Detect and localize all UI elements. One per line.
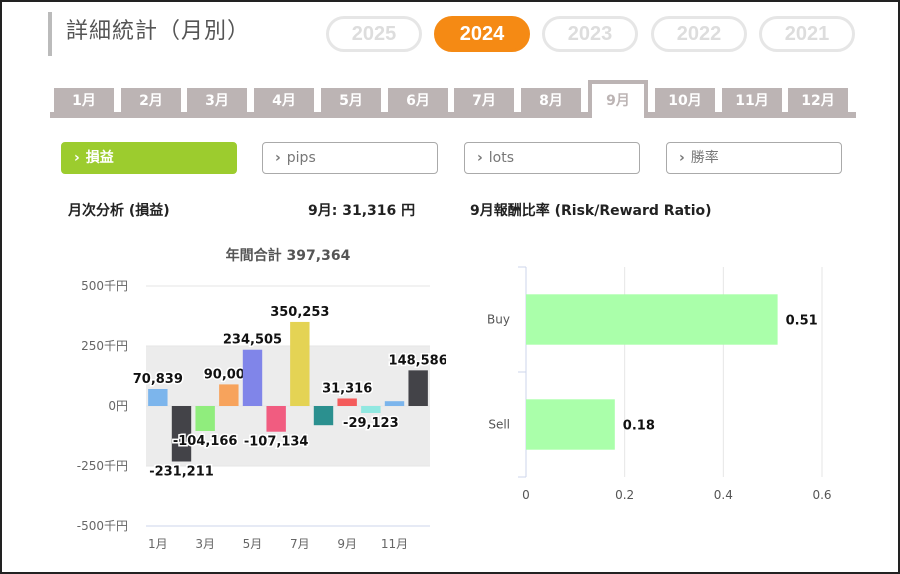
risk-reward-chart: 0 0.2 0.4 0.6 Buy 0.51 Sell 0.18 [487, 266, 832, 502]
y-tick-label: -500千円 [77, 519, 128, 533]
bar [290, 321, 310, 406]
year-pill-2023[interactable]: 2023 [542, 16, 638, 52]
x-tick-label: 11月 [381, 537, 408, 551]
x-tick-label: 0 [522, 488, 530, 502]
data-label: -29,123 [343, 416, 399, 431]
metric-tab-pips[interactable]: › pips [262, 142, 438, 174]
bar [219, 384, 239, 406]
month-tab-5[interactable]: 5月 [321, 88, 381, 114]
risk-reward-title: 9月報酬比率 (Risk/Reward Ratio) [470, 203, 712, 219]
month-tab-11[interactable]: 11月 [722, 88, 782, 114]
data-label: 350,253 [270, 305, 329, 320]
y-tick-label: 250千円 [81, 339, 128, 353]
data-label: -231,211 [149, 464, 214, 479]
bar [384, 401, 405, 406]
chart-title: 年間合計 397,364 [226, 247, 351, 264]
bar [148, 388, 168, 406]
data-label: -107,134 [244, 435, 309, 450]
y-tick-label: 500千円 [81, 279, 128, 293]
bar [526, 399, 615, 450]
data-label: 148,586 [389, 353, 446, 368]
y-tick-label: 0円 [108, 399, 128, 413]
data-label: 70,839 [133, 372, 183, 387]
month-tab-4[interactable]: 4月 [254, 88, 314, 114]
bar [408, 370, 428, 406]
year-pill-2025[interactable]: 2025 [326, 16, 422, 52]
bar [313, 406, 334, 426]
bar [526, 294, 778, 345]
monthly-summary-value: 9月: 31,316 円 [308, 203, 416, 219]
year-pill-2022[interactable]: 2022 [651, 16, 747, 52]
x-tick-label: 0.2 [615, 488, 634, 502]
data-label: -104,166 [173, 434, 238, 449]
bar [266, 406, 286, 432]
chevron-right-icon: › [74, 150, 80, 166]
x-tick-label: 0.6 [812, 488, 831, 502]
chevron-right-icon: › [275, 150, 281, 166]
month-tab-9[interactable]: 9月 [588, 80, 648, 118]
month-tab-underline [50, 112, 856, 118]
category-label: Buy [487, 313, 510, 327]
metric-tab-profit[interactable]: › 損益 [61, 142, 237, 174]
year-pill-2021[interactable]: 2021 [759, 16, 855, 52]
x-tick-label: 0.4 [714, 488, 733, 502]
month-tab-8[interactable]: 8月 [521, 88, 581, 114]
y-tick-label: -250千円 [77, 459, 128, 473]
bar [361, 406, 381, 413]
data-label: 90,000 [204, 367, 254, 382]
monthly-pnl-chart: 年間合計 397,364 500千円 250千円 0円 -250千円 -500千円 70,8… [77, 247, 446, 551]
year-pill-2024[interactable]: 2024 [434, 16, 530, 52]
chevron-right-icon: › [679, 150, 685, 166]
bar [195, 406, 215, 431]
metric-tab-label: 勝率 [690, 150, 719, 166]
chevron-right-icon: › [477, 150, 483, 166]
metric-tab-label: pips [286, 150, 316, 166]
month-tab-6[interactable]: 6月 [388, 88, 448, 114]
monthly-analysis-title: 月次分析 (損益) [68, 203, 170, 219]
metric-tab-winrate[interactable]: › 勝率 [666, 142, 842, 174]
x-tick-label: 7月 [290, 537, 310, 551]
x-tick-label: 3月 [195, 537, 215, 551]
month-tab-7[interactable]: 7月 [454, 88, 514, 114]
bar [171, 406, 192, 462]
x-tick-label: 1月 [148, 537, 168, 551]
bar [337, 398, 357, 406]
month-tab-10[interactable]: 10月 [655, 88, 715, 114]
metric-tab-label: lots [488, 150, 515, 166]
category-label: Sell [488, 418, 510, 432]
x-tick-label: 9月 [337, 537, 357, 551]
month-tab-2[interactable]: 2月 [121, 88, 181, 114]
metric-tab-label: 損益 [85, 150, 114, 166]
data-label: 0.18 [623, 419, 655, 434]
page-title: 詳細統計（月別） [48, 12, 250, 56]
data-label: 31,316 [322, 381, 372, 396]
metric-tab-lots[interactable]: › lots [464, 142, 640, 174]
bar [242, 349, 263, 406]
data-label: 0.51 [786, 314, 818, 329]
data-label: 234,505 [223, 333, 282, 348]
month-tab-3[interactable]: 3月 [187, 88, 247, 114]
month-tab-12[interactable]: 12月 [788, 88, 848, 114]
x-tick-label: 5月 [243, 537, 263, 551]
month-tab-1[interactable]: 1月 [54, 88, 114, 114]
